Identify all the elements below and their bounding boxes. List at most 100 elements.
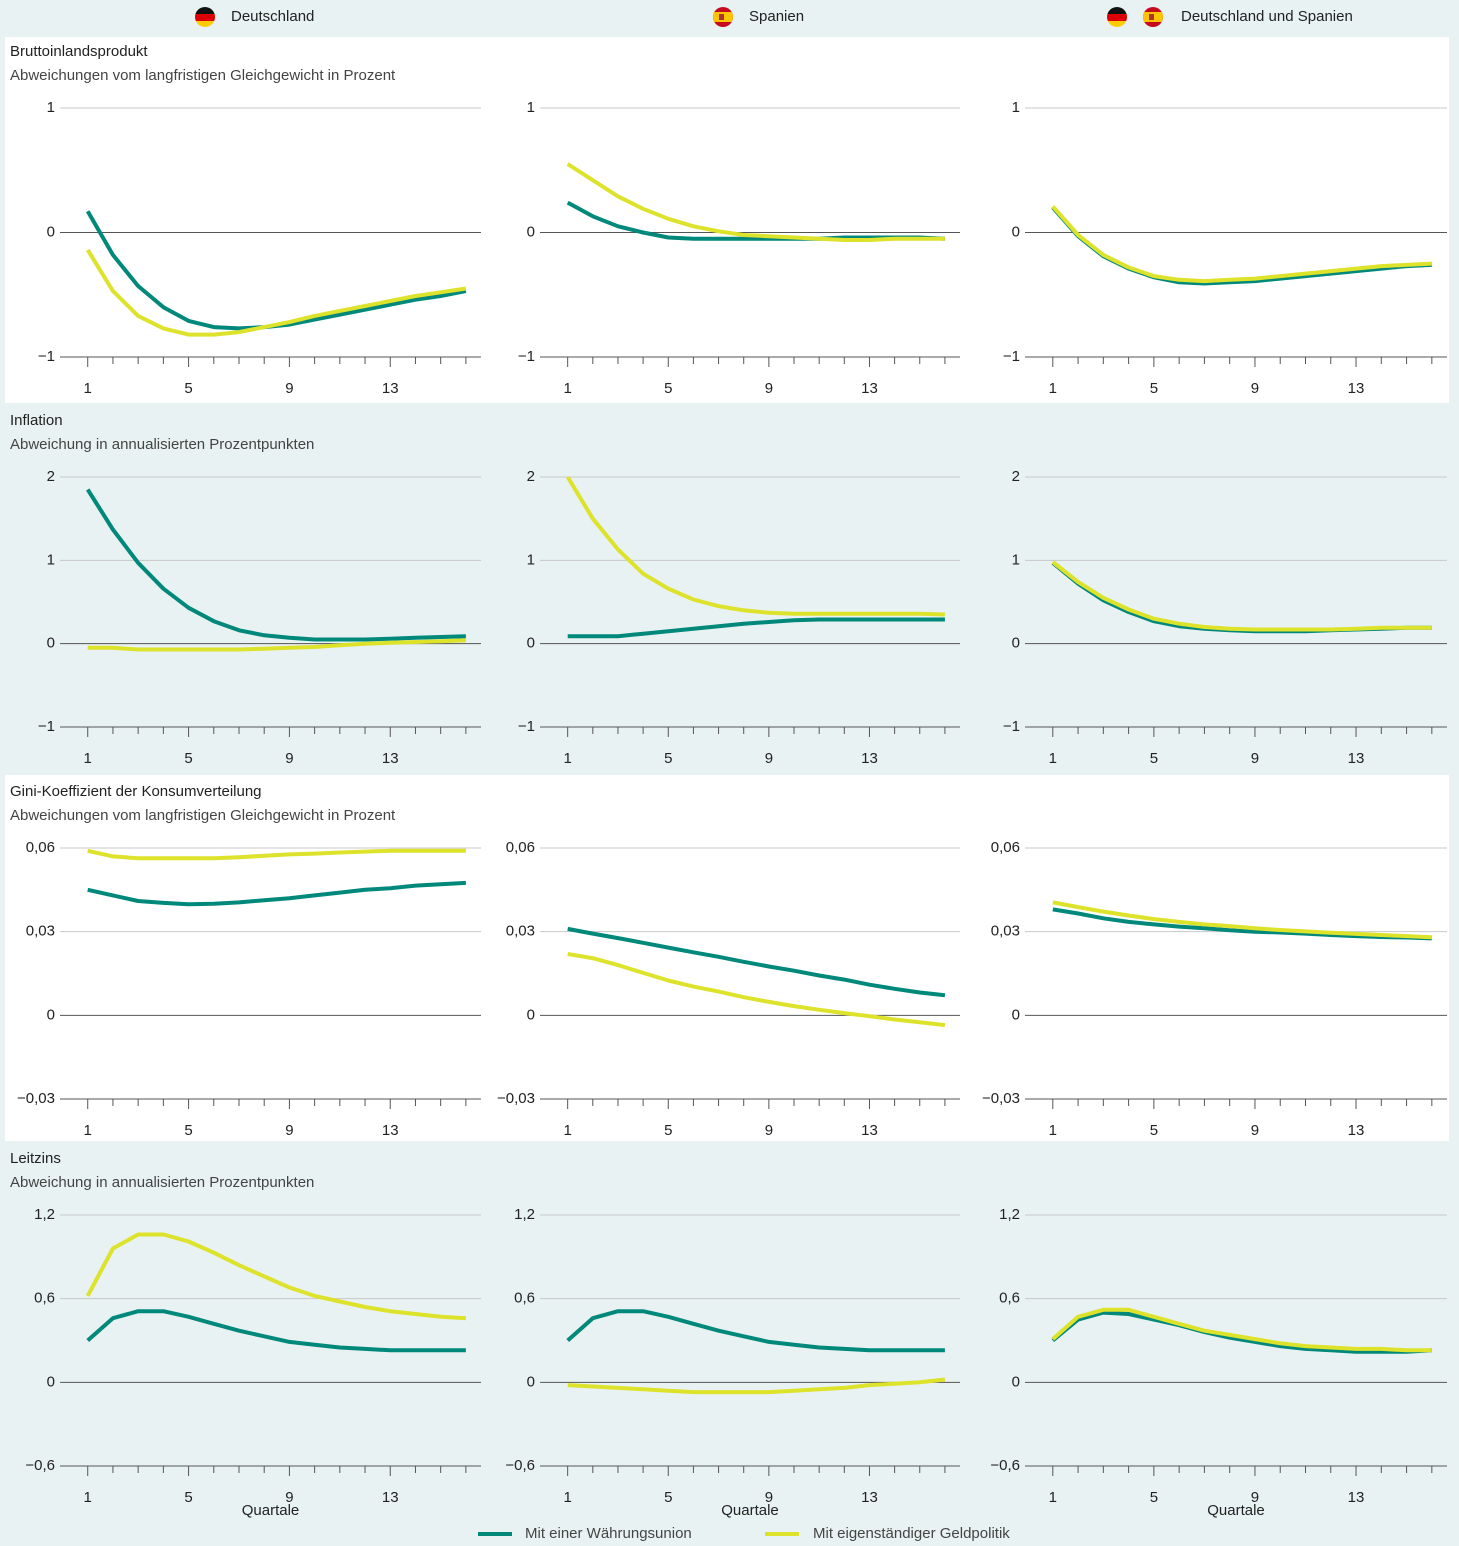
series-line (567, 1377, 946, 1395)
x-tick-label: 9 (765, 1489, 773, 1506)
x-tick-label: 1 (1049, 1122, 1057, 1139)
x-tick-label: 13 (1348, 380, 1365, 397)
y-tick-label: 0,6 (999, 1290, 1020, 1307)
y-tick-label: 0 (527, 635, 535, 652)
panel-title: Inflation (10, 412, 63, 429)
column-header: Spanien (749, 8, 804, 25)
series-line (85, 1232, 467, 1321)
y-tick-label: 2 (1012, 468, 1020, 485)
y-tick-label: −0,6 (990, 1457, 1020, 1474)
x-tick-label: 1 (84, 750, 92, 767)
panel-subtitle: Abweichungen vom langfristigen Gleichgew… (10, 807, 396, 824)
y-tick-label: −0,6 (25, 1457, 55, 1474)
x-tick-label: 9 (1251, 1122, 1259, 1139)
y-tick-label: 2 (47, 468, 55, 485)
x-tick-label: 1 (1049, 380, 1057, 397)
y-tick-label: 0,06 (506, 839, 535, 856)
row-band (5, 37, 1449, 403)
series-line (87, 638, 466, 652)
x-tick-label: 9 (1251, 1489, 1259, 1506)
y-tick-label: 1 (1012, 551, 1020, 568)
x-tick-label: 1 (563, 1489, 571, 1506)
y-tick-label: 1 (1012, 99, 1020, 116)
x-tick-label: 13 (382, 1489, 399, 1506)
y-tick-label: 1,2 (34, 1206, 55, 1223)
panel-subtitle: Abweichungen vom langfristigen Gleichgew… (10, 67, 396, 84)
panel-subtitle: Abweichung in annualisierten Prozentpunk… (10, 436, 314, 453)
y-tick-label: −1 (1003, 718, 1020, 735)
y-tick-label: −0,03 (17, 1090, 55, 1107)
y-tick-label: 0,03 (506, 923, 535, 940)
y-tick-label: 0 (47, 635, 55, 652)
x-axis-label: Quartale (1207, 1502, 1265, 1519)
y-tick-label: −1 (518, 348, 535, 365)
y-tick-label: 0,03 (26, 923, 55, 940)
y-tick-label: 0,06 (991, 839, 1020, 856)
x-tick-label: 5 (1150, 1489, 1158, 1506)
flag-es (713, 7, 733, 27)
x-tick-label: 13 (1348, 750, 1365, 767)
x-tick-label: 5 (184, 1489, 192, 1506)
x-tick-label: 1 (563, 380, 571, 397)
y-tick-label: −1 (38, 348, 55, 365)
series-line (86, 488, 466, 642)
y-tick-label: 0,6 (34, 1290, 55, 1307)
x-tick-label: 13 (1348, 1122, 1365, 1139)
x-tick-label: 13 (382, 750, 399, 767)
y-tick-label: 2 (527, 468, 535, 485)
x-axis-label: Quartale (721, 1502, 779, 1519)
x-tick-label: 5 (664, 1489, 672, 1506)
flag-de (1107, 7, 1127, 27)
x-tick-label: 9 (285, 750, 293, 767)
y-tick-label: 1 (527, 99, 535, 116)
flag-de (195, 7, 215, 27)
y-tick-label: 1 (47, 551, 55, 568)
x-tick-label: 5 (1150, 750, 1158, 767)
panel-title: Leitzins (10, 1150, 61, 1167)
x-tick-label: 13 (1348, 1489, 1365, 1506)
x-tick-label: 1 (84, 1122, 92, 1139)
y-tick-label: 0 (47, 1006, 55, 1023)
y-tick-label: 0 (1012, 223, 1020, 240)
legend-label: Mit einer Währungsunion (525, 1525, 692, 1542)
x-tick-label: 9 (1251, 380, 1259, 397)
flag-es (1143, 7, 1163, 27)
y-tick-label: 0 (1012, 1373, 1020, 1390)
legend-label: Mit eigenständiger Geldpolitik (813, 1525, 1010, 1542)
series-line (1051, 205, 1432, 284)
y-tick-label: 0 (1012, 1006, 1020, 1023)
x-tick-label: 1 (1049, 1489, 1057, 1506)
x-tick-label: 9 (285, 1122, 293, 1139)
series-line (567, 617, 945, 639)
series-line (1051, 1307, 1432, 1353)
series-line (87, 880, 467, 907)
series-line (1051, 561, 1432, 634)
series-line (567, 926, 946, 998)
x-tick-label: 13 (861, 750, 878, 767)
series-line (1052, 900, 1432, 940)
x-tick-label: 13 (382, 380, 399, 397)
series-line (567, 952, 946, 1028)
series-line (87, 848, 466, 861)
y-tick-label: −0,6 (505, 1457, 535, 1474)
y-tick-label: 0 (527, 223, 535, 240)
panel-title: Bruttoinlandsprodukt (10, 43, 148, 60)
x-tick-label: 5 (664, 1122, 672, 1139)
x-tick-label: 5 (664, 750, 672, 767)
series-line (1052, 907, 1432, 941)
series-line (85, 248, 467, 337)
x-tick-label: 5 (1150, 1122, 1158, 1139)
x-tick-label: 9 (285, 1489, 293, 1506)
x-tick-label: 9 (765, 380, 773, 397)
x-tick-label: 9 (765, 1122, 773, 1139)
x-tick-label: 13 (861, 1122, 878, 1139)
x-tick-label: 1 (84, 1489, 92, 1506)
x-tick-label: 5 (184, 1122, 192, 1139)
y-tick-label: −0,03 (497, 1090, 535, 1107)
x-tick-label: 1 (563, 750, 571, 767)
x-tick-label: 9 (765, 750, 773, 767)
series-line (1051, 560, 1432, 632)
x-tick-label: 13 (861, 1489, 878, 1506)
y-tick-label: 0 (527, 1006, 535, 1023)
